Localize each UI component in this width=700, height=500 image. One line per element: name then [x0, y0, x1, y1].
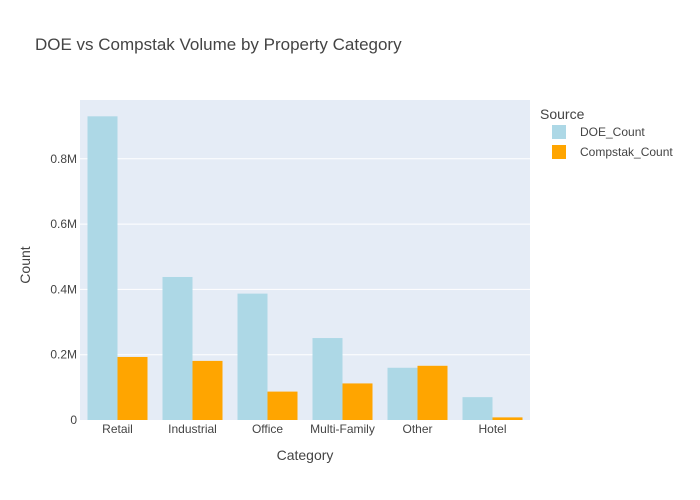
chart-title: DOE vs Compstak Volume by Property Categ…: [35, 35, 402, 54]
bar-compstak-count[interactable]: [267, 391, 298, 420]
y-tick-label: 0.8M: [50, 152, 77, 166]
x-tick-label: Hotel: [478, 422, 506, 436]
bar-compstak-count[interactable]: [492, 417, 523, 420]
bar-compstak-count[interactable]: [417, 365, 448, 420]
legend-swatch: [552, 145, 566, 159]
x-tick-label: Multi-Family: [310, 422, 375, 436]
legend-swatch: [552, 125, 566, 139]
legend-title: Source: [540, 106, 585, 122]
bar-doe-count[interactable]: [237, 293, 268, 420]
bar-compstak-count[interactable]: [192, 360, 223, 420]
x-axis-title: Category: [277, 447, 334, 463]
x-tick-label: Industrial: [168, 422, 217, 436]
plot-area: [80, 100, 530, 420]
bar-doe-count[interactable]: [312, 338, 343, 420]
gridlines: [80, 158, 530, 356]
bar-doe-count[interactable]: [387, 367, 418, 420]
y-tick-label: 0: [70, 413, 77, 427]
x-tick-label: Retail: [102, 422, 133, 436]
bar-compstak-count[interactable]: [342, 383, 373, 420]
y-axis-ticks: 0 0.2M 0.4M 0.6M 0.8M: [50, 152, 77, 427]
y-tick-label: 0.6M: [50, 217, 77, 231]
x-axis-ticks: Retail Industrial Office Multi-Family Other H…: [102, 422, 506, 436]
legend-item-label[interactable]: Compstak_Count: [580, 145, 673, 159]
bar-doe-count[interactable]: [162, 276, 193, 420]
bars: [87, 116, 523, 420]
legend-item-label[interactable]: DOE_Count: [580, 125, 645, 139]
y-tick-label: 0.2M: [50, 348, 77, 362]
x-tick-label: Other: [402, 422, 432, 436]
bar-doe-count[interactable]: [462, 397, 493, 420]
legend[interactable]: Source DOE_Count Compstak_Count: [540, 106, 673, 159]
bar-doe-count[interactable]: [87, 116, 118, 420]
y-tick-label: 0.4M: [50, 282, 77, 296]
x-tick-label: Office: [252, 422, 283, 436]
y-axis-title: Count: [17, 246, 33, 283]
bar-compstak-count[interactable]: [117, 356, 148, 420]
